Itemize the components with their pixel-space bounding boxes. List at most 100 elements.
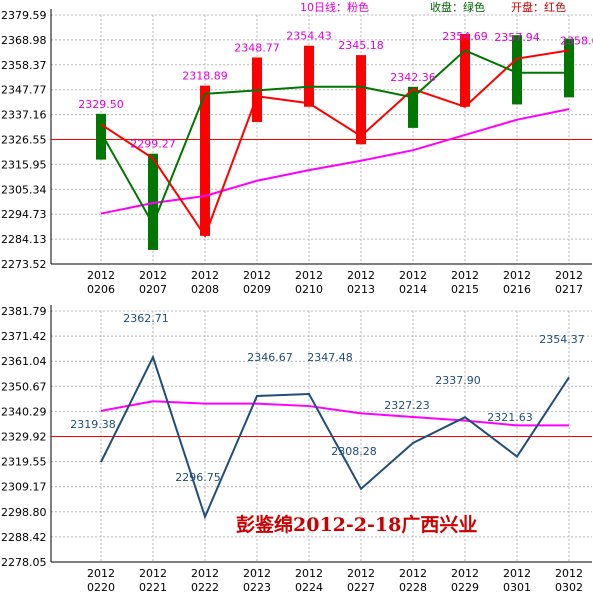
p1-candle	[304, 45, 314, 107]
p1-candle	[96, 113, 106, 160]
p2-value-label: 2321.63	[487, 411, 533, 424]
p2-y-tick: 2319.55	[1, 456, 47, 469]
p1-close-line	[100, 49, 569, 227]
p2-x-tick-date: 0224	[295, 581, 323, 593]
p1-candle	[148, 153, 158, 250]
p1-value-label: 2342.36	[390, 71, 436, 84]
p2-x-tick-date: 0228	[399, 581, 427, 593]
p2-x-tick-year: 2012	[503, 567, 531, 580]
p2-x-tick-year: 2012	[191, 567, 219, 580]
p2-x-tick-date: 0220	[87, 581, 115, 593]
p1-value-label: 2329.50	[78, 98, 124, 111]
p1-y-tick: 2305.34	[1, 183, 47, 196]
p2-value-label: 2337.90	[435, 374, 481, 387]
p1-value-label: 2299.27	[130, 138, 176, 151]
p2-x-tick-year: 2012	[295, 567, 323, 580]
p2-y-tick: 2309.17	[1, 481, 47, 494]
p2-value-label: 2354.37	[539, 333, 585, 346]
p1-value-label: 2358.64	[560, 35, 593, 48]
p2-y-tick: 2298.80	[1, 506, 47, 519]
p1-x-tick-date: 0214	[399, 283, 427, 296]
p2-value-label: 2362.71	[123, 312, 169, 325]
p2-value-label: 2319.38	[70, 418, 116, 431]
p2-y-tick: 2329.92	[1, 431, 47, 444]
p1-x-tick-year: 2012	[503, 269, 531, 282]
p2-value-label: 2308.28	[331, 445, 377, 458]
p1-y-tick: 2273.52	[1, 258, 47, 271]
p1-y-tick: 2326.55	[1, 134, 47, 147]
author-signature: 彭鉴绵2012-2-18广西兴业	[236, 513, 477, 536]
p1-y-tick: 2337.16	[1, 109, 47, 122]
p1-value-label: 2345.18	[338, 39, 384, 52]
p1-x-tick-date: 0213	[347, 283, 375, 296]
p2-x-tick-year: 2012	[87, 567, 115, 580]
p1-y-tick: 2284.13	[1, 233, 47, 246]
p2-x-tick-year: 2012	[347, 567, 375, 580]
p1-x-tick-year: 2012	[295, 269, 323, 282]
p2-y-tick: 2361.04	[1, 355, 47, 368]
p2-y-tick: 2350.67	[1, 380, 47, 393]
p1-x-tick-year: 2012	[399, 269, 427, 282]
p1-x-tick-year: 2012	[451, 269, 479, 282]
p1-value-label: 2348.77	[234, 41, 280, 54]
p2-x-tick-date: 0223	[243, 581, 271, 593]
p2-y-tick: 2381.79	[1, 305, 47, 318]
p1-x-tick-date: 0206	[87, 283, 115, 296]
p2-x-tick-year: 2012	[399, 567, 427, 580]
p2-value-label: 2346.67	[247, 351, 293, 364]
p1-candle	[408, 86, 418, 128]
legend-ma: 10日线：粉色	[300, 0, 369, 14]
p1-ma-line	[100, 108, 570, 215]
p1-candle	[200, 85, 210, 236]
p1-x-tick-year: 2012	[347, 269, 375, 282]
p2-x-tick-year: 2012	[139, 567, 167, 580]
p1-x-tick-year: 2012	[87, 269, 115, 282]
p1-y-tick: 2347.77	[1, 84, 47, 97]
p2-x-tick-date: 0227	[347, 581, 375, 593]
p1-x-tick-year: 2012	[191, 269, 219, 282]
p2-ma-line	[100, 400, 569, 427]
p2-value-label: 2296.75	[175, 471, 221, 484]
p2-x-tick-year: 2012	[555, 567, 583, 580]
p1-y-tick: 2379.59	[1, 9, 47, 22]
p1-x-tick-date: 0207	[139, 283, 167, 296]
p2-x-tick-date: 0302	[555, 581, 583, 593]
p2-y-tick: 2278.05	[1, 556, 47, 569]
p1-x-tick-date: 0217	[555, 283, 583, 296]
p1-x-tick-year: 2012	[243, 269, 271, 282]
p1-x-tick-year: 2012	[555, 269, 583, 282]
p1-candle	[460, 33, 470, 107]
p1-x-tick-date: 0208	[191, 283, 219, 296]
p2-y-tick: 2340.29	[1, 405, 47, 418]
candlestick-panel: 2379.59 2368.98 2358.37 2347.77 2337.16 2326.…	[1, 0, 593, 296]
p1-open-line	[100, 49, 570, 239]
p1-y-tick: 2315.95	[1, 158, 47, 171]
p1-y-tick: 2368.98	[1, 34, 47, 47]
p2-x-tick-year: 2012	[451, 567, 479, 580]
p1-value-label: 2318.89	[182, 70, 228, 83]
p1-value-label: 2357.94	[494, 31, 540, 44]
p2-y-tick: 2371.42	[1, 330, 47, 343]
closing-line-panel: 2381.79 2371.42 2361.04 2350.67 2340.29 2329.…	[1, 305, 592, 593]
p2-x-tick-date: 0221	[139, 581, 167, 593]
p2-value-label: 2327.23	[384, 399, 430, 412]
p1-value-label: 2354.69	[442, 30, 488, 43]
p1-y-tick: 2294.73	[1, 208, 47, 221]
p2-y-tick: 2288.42	[1, 531, 47, 544]
p2-x-tick-date: 0222	[191, 581, 219, 593]
p1-x-tick-date: 0216	[503, 283, 531, 296]
p1-candle	[512, 35, 522, 105]
p1-x-tick-date: 0210	[295, 283, 323, 296]
p1-value-label: 2354.43	[286, 30, 332, 43]
p2-x-tick-date: 0229	[451, 581, 479, 593]
p1-candle	[356, 55, 366, 145]
p1-x-tick-date: 0209	[243, 283, 271, 296]
p1-x-tick-year: 2012	[139, 269, 167, 282]
legend-close: 收盘：绿色	[430, 0, 485, 14]
p2-x-tick-year: 2012	[243, 567, 271, 580]
p1-y-tick: 2358.37	[1, 59, 47, 72]
p2-value-label: 2347.48	[307, 351, 353, 364]
p1-candle	[564, 38, 574, 98]
p2-x-tick-date: 0301	[503, 581, 531, 593]
